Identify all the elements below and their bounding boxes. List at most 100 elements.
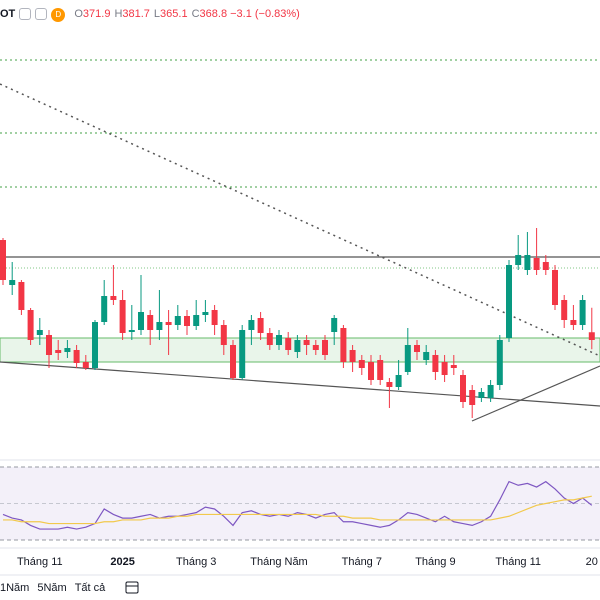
candle-body xyxy=(202,312,209,315)
candle-body xyxy=(368,362,374,380)
candle-body xyxy=(404,345,411,372)
candle-body xyxy=(165,322,172,325)
candle-body xyxy=(561,300,568,320)
candle-body xyxy=(101,296,108,322)
candle-body xyxy=(147,315,154,330)
ohlc-label: C xyxy=(191,8,200,20)
candle-body xyxy=(248,320,255,330)
candle-body xyxy=(588,332,595,340)
ohlc-label: L xyxy=(153,8,161,20)
candle-body xyxy=(423,352,430,360)
candle-body xyxy=(276,335,282,345)
badge: D xyxy=(51,8,66,22)
candle-body xyxy=(303,340,310,345)
rsi-line xyxy=(3,495,592,525)
legend-header: OT D O371.9 H381.7 L365.1 C368.8 −3.1 (−0.83… xyxy=(0,8,300,22)
candle-body xyxy=(441,362,448,375)
candle-body xyxy=(469,390,476,405)
candle-body xyxy=(358,360,365,368)
candle-body xyxy=(496,340,503,385)
candle-body xyxy=(340,328,347,362)
candle-body xyxy=(579,300,586,325)
ohlc-value: 381.7 xyxy=(122,8,150,20)
candle-body xyxy=(533,258,540,270)
ohlc-value: 365.1 xyxy=(160,8,188,20)
candle-body xyxy=(432,355,439,372)
candle-body xyxy=(193,315,200,326)
candle-body xyxy=(460,375,466,402)
candle-body xyxy=(55,350,62,353)
candle-body xyxy=(395,375,402,387)
range-button[interactable]: 1Năm xyxy=(0,582,29,594)
candle-body xyxy=(9,280,16,285)
candle-body xyxy=(211,310,218,325)
candle-body xyxy=(174,316,181,325)
x-tick-label: Tháng 11 xyxy=(495,556,541,568)
candle-body xyxy=(257,318,264,333)
candle-body xyxy=(73,350,80,363)
candle-body xyxy=(478,392,485,398)
candle-body xyxy=(138,312,144,330)
range-button[interactable]: Tất cả xyxy=(75,582,106,594)
candle-body xyxy=(524,255,531,270)
x-tick-label: Tháng 9 xyxy=(415,556,455,568)
candle-body xyxy=(239,330,246,378)
candle-body xyxy=(414,345,420,352)
candle-body xyxy=(331,318,338,332)
candle-body xyxy=(0,240,6,280)
candle-body xyxy=(156,322,163,330)
candle-body xyxy=(294,340,301,352)
candle-body xyxy=(506,265,512,338)
candle-body xyxy=(82,362,89,368)
candle-body xyxy=(285,338,292,350)
ohlc-label: O xyxy=(74,8,83,20)
rsi-band xyxy=(0,467,600,540)
calendar-icon[interactable] xyxy=(125,581,139,594)
candle-body xyxy=(312,345,319,350)
candle-body xyxy=(119,300,126,333)
candle-body xyxy=(46,335,52,355)
candle-body xyxy=(220,325,227,345)
candle-body xyxy=(515,255,522,265)
x-tick-label: Tháng 7 xyxy=(342,556,382,568)
candle-body xyxy=(570,320,577,325)
candle-body xyxy=(27,310,34,340)
candle-body xyxy=(542,262,549,270)
icon[interactable] xyxy=(35,8,48,21)
candle-body xyxy=(128,330,135,332)
trend-line xyxy=(471,365,600,422)
candle-body xyxy=(487,385,494,398)
trend-line xyxy=(0,83,600,357)
candle-body xyxy=(64,348,71,352)
candle-body xyxy=(377,360,384,380)
candle-body xyxy=(349,350,356,362)
x-tick-label: 2025 xyxy=(110,556,134,568)
icon[interactable] xyxy=(19,8,32,21)
rsi-line xyxy=(2,480,593,530)
x-tick-label: 20 xyxy=(586,556,598,568)
candle-body xyxy=(230,345,236,378)
candle-body xyxy=(266,333,273,345)
candle-body xyxy=(322,340,328,355)
x-tick-label: Tháng 3 xyxy=(176,556,216,568)
range-button[interactable]: 5Năm xyxy=(37,582,66,594)
candle-body xyxy=(36,330,43,335)
change: −3.1 (−0.83%) xyxy=(230,8,300,20)
candle-body xyxy=(18,282,25,310)
candle-body xyxy=(450,365,457,368)
candle-body xyxy=(92,322,98,368)
ohlc-value: 368.8 xyxy=(199,8,228,20)
symbol: OT xyxy=(0,8,16,20)
x-tick-label: Tháng 11 xyxy=(17,556,63,568)
candle-body xyxy=(184,316,190,326)
x-tick-label: Tháng Năm xyxy=(250,556,307,568)
trend-line xyxy=(0,361,600,407)
candle-body xyxy=(110,296,117,300)
candle-body xyxy=(552,270,558,305)
ohlc: O371.9 H381.7 L365.1 C368.8 xyxy=(70,8,227,20)
candle-body xyxy=(386,382,393,387)
ohlc-value: 371.9 xyxy=(82,8,111,20)
ohlc-label: H xyxy=(114,8,123,20)
